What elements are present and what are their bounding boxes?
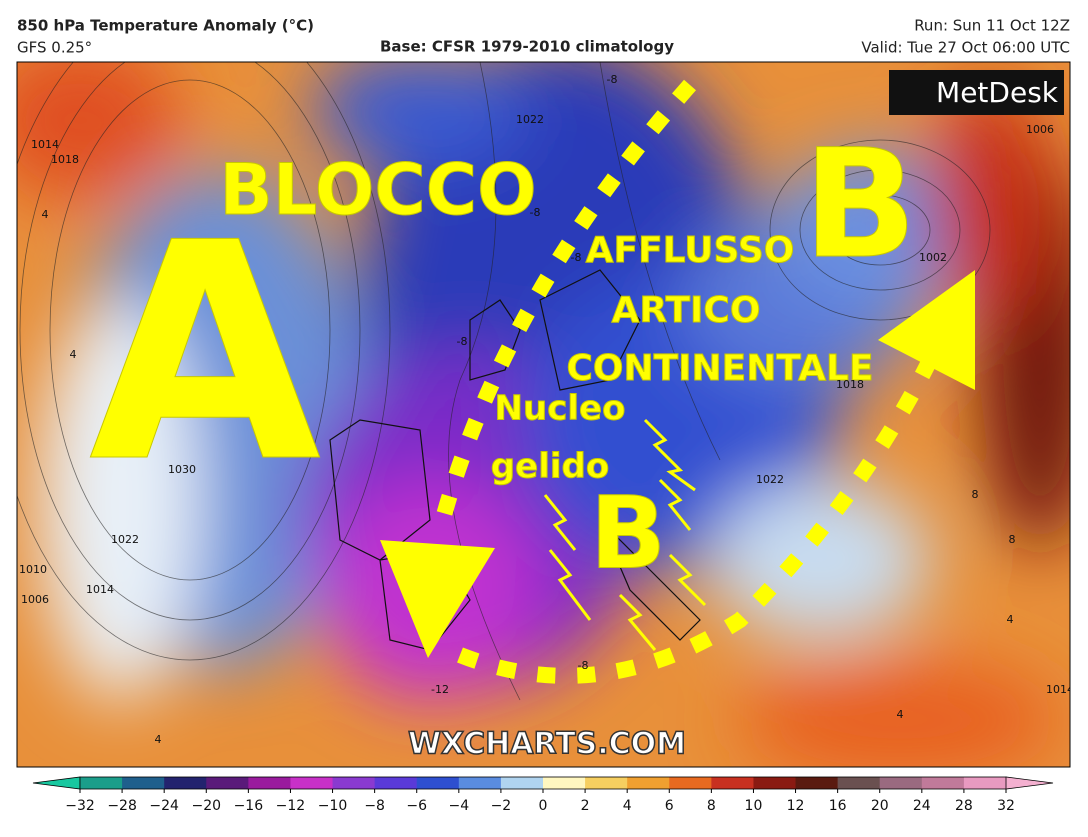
- annotation: ARTICO: [612, 290, 761, 331]
- colorbar-tick-label: 10: [745, 798, 763, 814]
- contour-label: 1014: [1046, 683, 1074, 696]
- colorbar-tick-label: 4: [623, 798, 632, 814]
- contour-label: -8: [607, 73, 618, 86]
- contour-label: 4: [42, 208, 49, 221]
- contour-label: 1002: [919, 251, 947, 264]
- colorbar-tick-label: −4: [448, 798, 469, 814]
- colorbar-segment: [963, 777, 1007, 789]
- contour-label: 4: [1007, 613, 1014, 626]
- colorbar-segment: [374, 777, 418, 789]
- colorbar-under: [32, 776, 81, 790]
- title: 850 hPa Temperature Anomaly (°C): [17, 17, 314, 35]
- annotation: A: [89, 179, 323, 528]
- colorbar-segment: [80, 777, 123, 789]
- colorbar-segment: [627, 777, 670, 789]
- colorbar-tick-label: −12: [276, 798, 306, 814]
- annotation: B: [590, 474, 666, 591]
- colorbar-tick-label: 2: [581, 798, 590, 814]
- colorbar-tick-label: 16: [829, 798, 847, 814]
- contour-label: 1010: [19, 563, 47, 576]
- contour-label: 1018: [836, 378, 864, 391]
- contour-label: -8: [530, 206, 541, 219]
- colorbar-segment: [585, 777, 628, 789]
- contour-label: 8: [1009, 533, 1016, 546]
- colorbar-tick-label: −32: [65, 798, 95, 814]
- contour-label: 1006: [21, 593, 49, 606]
- annotation: Nucleo: [495, 389, 626, 429]
- annotation: CONTINENTALE: [566, 348, 873, 389]
- colorbar-segment: [921, 777, 965, 789]
- colorbar-segment: [543, 777, 586, 789]
- colorbar-segment: [164, 777, 207, 789]
- colorbar-segment: [879, 777, 923, 789]
- colorbar-segment: [206, 777, 249, 789]
- colorbar-tick-label: −6: [406, 798, 427, 814]
- colorbar-tick-label: 32: [997, 798, 1015, 814]
- colorbar-tick-label: 12: [787, 798, 805, 814]
- colorbar-segment: [753, 777, 797, 789]
- colorbar-tick-label: −8: [364, 798, 385, 814]
- colorbar-tick-label: 0: [539, 798, 548, 814]
- contour-label: 4: [155, 733, 162, 746]
- annotation: gelido: [491, 447, 609, 487]
- colorbar-tick-label: 24: [913, 798, 931, 814]
- colorbar-tick-label: 6: [665, 798, 674, 814]
- model: GFS 0.25°: [17, 39, 92, 57]
- logo: MetDesk: [936, 76, 1059, 109]
- contour-label: 1014: [31, 138, 59, 151]
- contour-label: 1014: [86, 583, 114, 596]
- colorbar-segment: [837, 777, 881, 789]
- colorbar-tick-label: 28: [955, 798, 973, 814]
- contour-label: -8: [457, 335, 468, 348]
- contour-label: 1006: [1026, 123, 1054, 136]
- contour-label: 1022: [111, 533, 139, 546]
- colorbar-segment: [500, 777, 544, 789]
- contour-label: -8: [578, 659, 589, 672]
- contour-label: -12: [431, 683, 449, 696]
- colorbar-tick-label: 20: [871, 798, 889, 814]
- colorbar-tick-label: −28: [107, 798, 137, 814]
- annotation: AFFLUSSO: [586, 230, 795, 271]
- map-frame: [16, 61, 1071, 768]
- colorbar-tick-label: 8: [707, 798, 716, 814]
- colorbar-over: [1005, 776, 1054, 790]
- annotation: B: [803, 118, 917, 292]
- colorbar-tick-label: −20: [191, 798, 221, 814]
- colorbar-segment: [122, 777, 165, 789]
- colorbar-segment: [332, 777, 376, 789]
- colorbar-segment: [416, 777, 460, 789]
- contour-label: 1022: [516, 113, 544, 126]
- colorbar-tick-label: −10: [318, 798, 348, 814]
- annotation: BLOCCO: [219, 149, 536, 231]
- colorbar-segment: [290, 777, 334, 789]
- contour-label: 1022: [756, 473, 784, 486]
- colorbar-segment: [458, 777, 502, 789]
- watermark: WXCHARTS.COM: [408, 727, 686, 762]
- colorbar-segment: [711, 777, 754, 789]
- contour-label: 4: [70, 348, 77, 361]
- valid: Valid: Tue 27 Oct 06:00 UTC: [861, 39, 1070, 57]
- contour-label: 1030: [168, 463, 196, 476]
- colorbar-tick-label: −16: [234, 798, 264, 814]
- colorbar-segment: [669, 777, 712, 789]
- contour-label: -8: [571, 251, 582, 264]
- colorbar-segment: [795, 777, 839, 789]
- colorbar-tick-label: −24: [149, 798, 179, 814]
- colorbar-tick-label: −2: [491, 798, 512, 814]
- contour-label: 8: [972, 488, 979, 501]
- colorbar-segment: [248, 777, 291, 789]
- contour-label: 4: [897, 708, 904, 721]
- base: Base: CFSR 1979-2010 climatology: [380, 38, 674, 56]
- contour-label: 1018: [51, 153, 79, 166]
- run: Run: Sun 11 Oct 12Z: [914, 17, 1070, 35]
